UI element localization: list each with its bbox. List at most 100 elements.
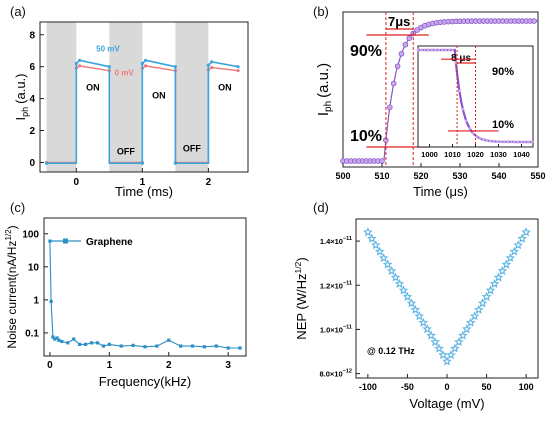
y-axis-label: NEP (W/Hz1/2) xyxy=(293,257,309,339)
nep-data-point xyxy=(394,278,405,288)
x-tick-label: 1 xyxy=(140,177,146,188)
nep-data-point xyxy=(454,337,464,347)
series-label-50mv: 50 mV xyxy=(96,45,120,54)
inset-data-point xyxy=(478,136,482,140)
x-tick-label: -50 xyxy=(401,382,414,392)
inset-x-tick-label: 1040 xyxy=(513,150,530,159)
noise-data-point xyxy=(66,341,70,345)
state-annotation: ON xyxy=(86,83,100,93)
panel-a: 0 1 2 0 2 4 6 8 50 mV 0 mV ON ON ON OFF OFF Time (ms) Ip… xyxy=(10,4,249,199)
y-tick-exponent: −11 xyxy=(343,236,352,242)
data-point xyxy=(379,158,385,164)
noise-data-point xyxy=(238,346,242,350)
nep-data-point xyxy=(521,227,531,237)
panel-d: -100 -50 0 50 1008.0×10−121.0×10−111.2×10−11… xyxy=(293,200,539,411)
x-axis-label: Frequency(kHz) xyxy=(99,374,191,389)
data-point xyxy=(386,104,393,111)
inset-data-point xyxy=(509,140,513,144)
x-tick-label: 0 xyxy=(444,382,449,392)
x-tick-label: 540 xyxy=(491,171,506,181)
y-tick-label: 1.2×10−11 xyxy=(320,280,352,290)
nep-data-point xyxy=(509,246,520,256)
nep-data-point xyxy=(497,265,508,276)
nep-data-point xyxy=(438,349,448,360)
y-axis-label: Iph (a.u.) xyxy=(315,63,334,116)
panel-letter: (d) xyxy=(313,200,329,215)
nep-data-point xyxy=(367,233,377,243)
inset-x-tick-label: 1020 xyxy=(467,150,484,159)
x-tick-label: 3 xyxy=(225,360,231,371)
x-tick-label: 50 xyxy=(482,382,492,392)
nep-data-point xyxy=(398,285,409,295)
inset-data-point xyxy=(444,48,447,52)
noise-series-line xyxy=(49,241,241,349)
shaded-on-interval xyxy=(175,22,209,172)
inset-data-point xyxy=(451,48,454,52)
y-tick-label: 10 xyxy=(28,262,40,273)
inset-data-point xyxy=(423,48,427,52)
shaded-on-interval xyxy=(46,22,77,172)
data-point xyxy=(406,35,413,41)
noise-data-point xyxy=(83,342,88,346)
x-axis-label: Time (ms) xyxy=(115,184,173,199)
y-tick-label: 1.0×10−11 xyxy=(320,324,352,334)
inset-fall-label: 8 μs xyxy=(451,53,471,64)
nep-data-point xyxy=(378,253,389,263)
data-point xyxy=(531,18,537,24)
inset-data-point xyxy=(458,89,461,93)
data-point xyxy=(210,60,214,64)
data-point xyxy=(236,69,240,73)
nep-data-point xyxy=(442,356,452,366)
x-tick-label: 1 xyxy=(107,360,113,371)
inset-data-point xyxy=(430,48,434,52)
inset-x-tick-label: 1030 xyxy=(490,150,507,159)
nep-data-point xyxy=(481,291,492,301)
noise-data-point xyxy=(214,344,218,348)
nep-data-point xyxy=(485,285,496,295)
inset-data-point xyxy=(485,139,489,142)
y-axis-label-subscript: ph xyxy=(20,107,30,117)
x-tick-label: 530 xyxy=(452,171,467,181)
y-axis-label-main: NEP (W/Hz xyxy=(294,273,309,339)
panel-letter: (a) xyxy=(10,4,26,19)
y-tick-exponent: −11 xyxy=(343,324,352,330)
inset-data-point xyxy=(433,48,437,52)
nep-data-point xyxy=(426,330,436,340)
inset-data-point xyxy=(468,127,472,130)
y-axis-label-close: ) xyxy=(294,257,309,261)
y-tick-base: 1.2×10 xyxy=(320,281,343,290)
x-tick-label: 2 xyxy=(206,177,212,188)
nep-data-point xyxy=(390,272,401,282)
inset-data-point xyxy=(520,140,523,144)
plot-frame xyxy=(342,11,539,168)
legend-label: Graphene xyxy=(86,237,133,248)
nep-data-point xyxy=(469,311,480,321)
data-point xyxy=(236,65,240,69)
inset-data-point xyxy=(461,107,465,111)
nep-data-point xyxy=(382,259,393,269)
y-axis-label-close: ) xyxy=(5,225,19,229)
inset-level-10-label: 10% xyxy=(492,119,514,131)
inset-data-point xyxy=(527,140,530,144)
y-tick-label: 0.1 xyxy=(25,328,39,339)
nep-data-point xyxy=(517,233,527,243)
noise-data-point xyxy=(167,338,171,342)
nep-data-point xyxy=(489,278,500,288)
x-tick-label: 510 xyxy=(374,171,389,181)
x-tick-label: 520 xyxy=(413,171,428,181)
y-tick-label: 1 xyxy=(33,295,39,306)
noise-data-point xyxy=(49,299,53,303)
data-point xyxy=(78,58,82,62)
nep-data-point xyxy=(371,240,381,250)
y-axis-label-exponent: 1/2 xyxy=(293,261,303,273)
noise-data-point xyxy=(179,344,183,348)
y-axis-label: Iph (a.u.) xyxy=(13,74,30,121)
data-point xyxy=(390,80,397,87)
data-point xyxy=(206,63,210,67)
nep-data-point xyxy=(422,324,432,334)
inset-x-tick-label: 1000 xyxy=(421,150,438,159)
x-tick-label: 100 xyxy=(519,382,534,392)
nep-data-point xyxy=(493,272,504,282)
nep-data-point xyxy=(501,259,512,269)
